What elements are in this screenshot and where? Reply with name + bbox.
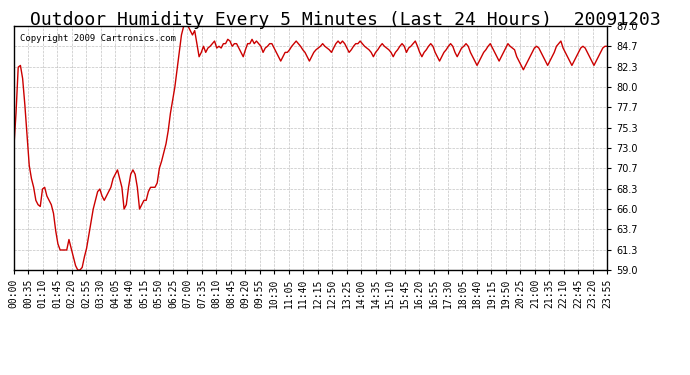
Text: Copyright 2009 Cartronics.com: Copyright 2009 Cartronics.com [20,34,176,43]
Text: Outdoor Humidity Every 5 Minutes (Last 24 Hours)  20091203: Outdoor Humidity Every 5 Minutes (Last 2… [30,11,660,29]
